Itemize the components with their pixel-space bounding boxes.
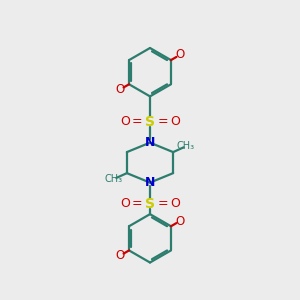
Text: S: S (145, 115, 155, 129)
Text: N: N (145, 136, 155, 149)
Text: N: N (145, 176, 155, 189)
Text: CH₃: CH₃ (105, 174, 123, 184)
Text: O: O (170, 197, 180, 210)
Text: O: O (116, 249, 125, 262)
Text: =: = (157, 115, 168, 128)
Text: O: O (175, 49, 184, 62)
Text: CH₃: CH₃ (177, 141, 195, 151)
Text: O: O (116, 83, 125, 96)
Text: O: O (175, 214, 184, 228)
Text: O: O (120, 115, 130, 128)
Text: O: O (170, 115, 180, 128)
Text: O: O (120, 197, 130, 210)
Text: =: = (157, 197, 168, 210)
Text: =: = (132, 115, 143, 128)
Text: =: = (132, 197, 143, 210)
Text: S: S (145, 196, 155, 211)
